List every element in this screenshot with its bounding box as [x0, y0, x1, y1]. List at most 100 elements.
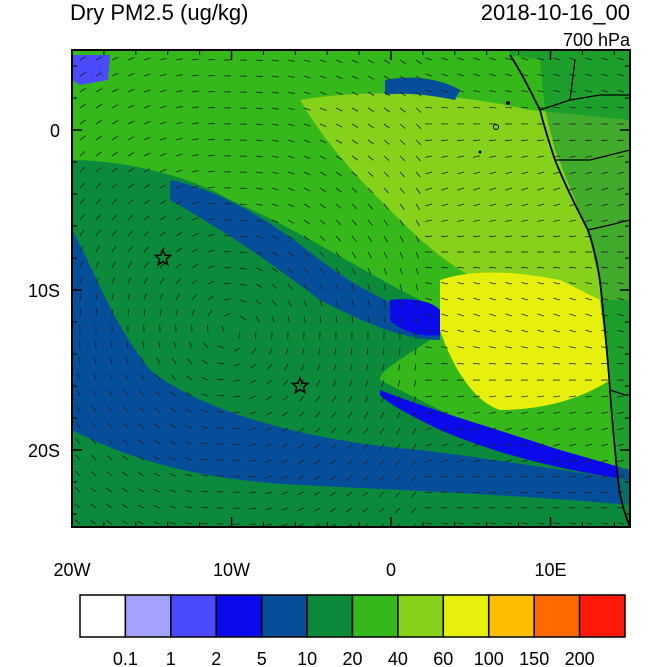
- wind-barb: [348, 379, 353, 387]
- wind-barb: [95, 293, 98, 301]
- wind-barb: [169, 456, 177, 461]
- wind-barb: [319, 123, 327, 128]
- colorbar: 0.1 1 2 5 10 20 40 60 100 150 200: [79, 594, 626, 667]
- wind-barb: [553, 106, 561, 109]
- wind-barb: [333, 363, 337, 371]
- wind-barb: [171, 357, 177, 365]
- wind-barb: [281, 507, 289, 511]
- wind-barb: [297, 459, 305, 464]
- wind-barb: [415, 315, 417, 324]
- wind-barb: [489, 57, 497, 61]
- wind-barb: [185, 522, 193, 525]
- wind-barb: [521, 57, 529, 61]
- wind-barb: [111, 56, 119, 61]
- wind-barb: [169, 473, 177, 477]
- wind-barb: [287, 187, 295, 191]
- wind-barb: [521, 411, 529, 414]
- wind-barb: [585, 522, 593, 525]
- wind-barb: [105, 520, 113, 525]
- wind-barb: [457, 297, 465, 301]
- wind-barb: [175, 293, 180, 301]
- wind-barb: [569, 282, 577, 285]
- wind-barb: [457, 395, 465, 398]
- wind-barb: [143, 136, 151, 141]
- wind-barb: [505, 522, 513, 525]
- wind-barb: [111, 277, 115, 285]
- wind-barb: [203, 342, 209, 349]
- wind-barb: [366, 347, 369, 355]
- wind-barb: [367, 251, 372, 259]
- wind-barb: [330, 427, 337, 434]
- x-tick-label: 10W: [213, 560, 250, 580]
- wind-barb: [473, 73, 481, 77]
- wind-barb: [617, 203, 625, 207]
- wind-barb: [473, 155, 481, 158]
- wind-barb: [585, 266, 593, 269]
- wind-barb: [335, 299, 339, 307]
- wind-barb: [383, 219, 389, 226]
- wind-barb: [521, 266, 529, 269]
- wind-barb: [95, 135, 102, 141]
- wind-barb: [108, 389, 113, 397]
- wind-barb: [399, 315, 401, 324]
- wind-barb: [233, 347, 241, 352]
- wind-barb: [505, 297, 513, 301]
- wind-barb: [191, 263, 199, 269]
- wind-barb: [315, 395, 321, 402]
- wind-barb: [91, 438, 97, 445]
- wind-barb: [440, 235, 449, 238]
- wind-barb: [265, 475, 273, 479]
- wind-barb: [489, 313, 497, 317]
- wind-barb: [271, 107, 279, 110]
- wind-barb: [425, 329, 433, 333]
- wind-barb: [95, 230, 101, 237]
- x-tick-label: 20W: [53, 560, 90, 580]
- wind-barb: [504, 362, 513, 365]
- wind-barb: [143, 231, 150, 237]
- wind-barb: [349, 363, 353, 371]
- colorbar-label: 100: [474, 649, 504, 667]
- wind-barb: [473, 171, 481, 175]
- wind-barb: [505, 57, 513, 61]
- wind-barb: [399, 203, 405, 210]
- wind-barb: [122, 439, 129, 445]
- coastline: [509, 54, 630, 527]
- wind-barb: [298, 411, 305, 417]
- wind-barb: [383, 155, 390, 161]
- wind-barb: [95, 72, 103, 77]
- wind-barb: [348, 395, 353, 403]
- wind-barb: [169, 505, 177, 509]
- wind-barb: [569, 346, 577, 349]
- wind-barb: [127, 57, 135, 61]
- wind-barb: [255, 91, 264, 94]
- wind-barb: [537, 411, 545, 414]
- star-marker-2: [290, 376, 310, 395]
- wind-barb: [394, 507, 401, 514]
- field-bottom-20: [72, 480, 630, 527]
- wind-barb: [255, 107, 264, 110]
- wind-barb: [173, 341, 177, 349]
- wind-barb: [351, 107, 359, 112]
- wind-barb: [441, 411, 449, 414]
- wind-barb: [364, 395, 369, 403]
- wind-barb: [415, 267, 419, 275]
- wind-barb: [287, 123, 295, 127]
- wind-barb: [473, 57, 481, 61]
- wind-barb: [489, 427, 497, 431]
- wind-barb: [489, 459, 497, 463]
- wind-barb: [399, 155, 406, 162]
- wind-barb: [345, 507, 353, 513]
- wind-barb: [154, 423, 161, 429]
- wind-barb: [381, 379, 385, 387]
- wind-barb: [363, 427, 369, 434]
- wind-barb: [367, 107, 375, 113]
- wind-barb: [159, 89, 167, 93]
- wind-barb: [303, 251, 310, 258]
- wind-barb: [505, 90, 513, 93]
- wind-barb: [569, 57, 577, 61]
- wind-barb: [521, 90, 529, 93]
- wind-barb: [601, 106, 609, 109]
- wind-barb: [617, 297, 625, 301]
- wind-barb: [207, 309, 213, 317]
- wind-barb: [346, 491, 353, 497]
